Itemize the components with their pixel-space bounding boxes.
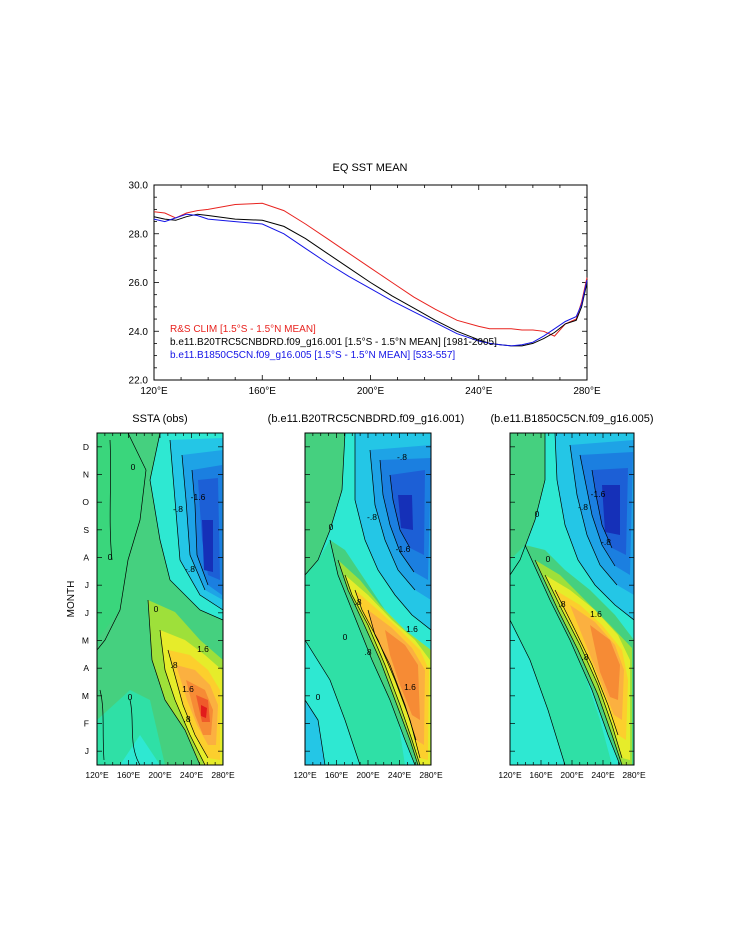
- contour-label: 0: [154, 604, 159, 614]
- month-tick-label: J: [85, 608, 89, 618]
- series-line-1: [153, 213, 588, 347]
- x-tick-label: 120°E: [140, 386, 168, 397]
- legend-entry-obs: R&S CLIM [1.5°S - 1.5°N MEAN]: [170, 324, 316, 335]
- month-tick-label: S: [83, 525, 89, 535]
- y-tick-label: 26.0: [129, 278, 149, 289]
- panel-b1850-contour-labels: 0 0 .8 .8 1.6 -.8 -.8 -1.6: [535, 489, 612, 662]
- month-axis-label: MONTH: [66, 581, 77, 618]
- contour-label: 0: [128, 692, 133, 702]
- x-tick-label: 200°E: [560, 770, 584, 780]
- contour-label: 0: [535, 509, 540, 519]
- y-tick-label: 24.0: [129, 327, 149, 338]
- legend: R&S CLIM [1.5°S - 1.5°N MEAN] b.e11.B20T…: [170, 324, 497, 361]
- contour-label: .8: [183, 714, 190, 724]
- series-line-0: [153, 202, 588, 337]
- month-tick-label: N: [83, 470, 89, 480]
- panel-b1850-title: (b.e11.B1850C5CN.f09_g16.005): [490, 413, 653, 425]
- contour-label: 0: [131, 462, 136, 472]
- x-tick-label: 240°E: [465, 386, 493, 397]
- contour-label: .8: [364, 647, 371, 657]
- panel-b20trc-ticks: 120°E 160°E 200°E 240°E 280°E: [293, 433, 443, 780]
- x-tick-label: 160°E: [249, 386, 277, 397]
- x-tick-label: 160°E: [529, 770, 553, 780]
- contour-label: -.8: [578, 502, 588, 512]
- contour-label: 0: [108, 552, 113, 562]
- panel-b1850-ticks: 120°E 160°E 200°E 240°E 280°E: [498, 433, 646, 780]
- x-tick-label: 280°E: [622, 770, 646, 780]
- legend-entry-b20trc: b.e11.B20TRC5CNBDRD.f09_g16.001 [1.5°S -…: [170, 337, 497, 348]
- month-tick-label: M: [82, 636, 89, 646]
- month-tick-label: J: [85, 580, 89, 590]
- contour-label: 0: [343, 632, 348, 642]
- contour-label: -.8: [397, 452, 407, 462]
- contour-label: -1.6: [191, 492, 206, 502]
- contour-label: 0: [546, 554, 551, 564]
- panel-b20trc-field: [305, 433, 431, 765]
- contour-label: 1.6: [197, 644, 209, 654]
- x-tick-label: 200°E: [148, 770, 172, 780]
- contour-label: 1.6: [182, 684, 194, 694]
- x-tick-label: 280°E: [573, 386, 601, 397]
- contour-label: -1.6: [396, 544, 411, 554]
- contour-label: -.8: [601, 537, 611, 547]
- contour-panel-b20trc: (b.e11.B20TRC5CNBDRD.f09_g16.001): [268, 413, 465, 780]
- series-line-2: [153, 213, 588, 347]
- x-tick-label: 200°E: [357, 386, 385, 397]
- x-tick-label: 160°E: [325, 770, 349, 780]
- line-chart-title: EQ SST MEAN: [333, 162, 408, 174]
- contour-label: 0: [316, 692, 321, 702]
- contour-label: 1.6: [590, 609, 602, 619]
- legend-entry-b1850: b.e11.B1850C5CN.f09_g16.005 [1.5°S - 1.5…: [170, 350, 455, 361]
- contour-label: -.8: [185, 564, 195, 574]
- month-tick-label: O: [82, 497, 89, 507]
- contour-label: .8: [170, 660, 177, 670]
- month-tick-label: A: [83, 663, 89, 673]
- panel-obs-field: [97, 433, 223, 765]
- line-chart-series: [153, 202, 588, 347]
- panel-obs-title: SSTA (obs): [132, 413, 187, 425]
- x-tick-label: 160°E: [117, 770, 141, 780]
- contour-label: -.8: [173, 504, 183, 514]
- contour-label: -1.6: [591, 489, 606, 499]
- panel-b20trc-title: (b.e11.B20TRC5CNBDRD.f09_g16.001): [268, 413, 465, 425]
- panel-obs-contour-labels: 0 0 0 0 .8 .8 1.6 1.6 -.8 -.8 -1.6: [108, 462, 210, 724]
- x-tick-label: 120°E: [293, 770, 317, 780]
- panel-b20trc-contour-labels: 0 0 0 .8 .8 1.6 1.6 -.8 -.8 -1.6: [316, 452, 419, 702]
- x-tick-label: 120°E: [85, 770, 109, 780]
- contour-label: 1.6: [404, 682, 416, 692]
- contour-panel-obs: SSTA (obs) MONTH: [66, 413, 235, 780]
- contour-label: -.8: [367, 512, 377, 522]
- y-tick-label: 22.0: [129, 376, 149, 387]
- month-tick-label: A: [83, 553, 89, 563]
- panel-b1850-field: [510, 433, 634, 765]
- x-tick-label: 200°E: [356, 770, 380, 780]
- line-chart-ticks: 120°E 160°E 200°E 240°E 280°E 22.0 24.0 26.0 28.…: [129, 181, 601, 398]
- month-tick-label: M: [82, 691, 89, 701]
- contour-label: 0: [329, 522, 334, 532]
- month-tick-label: D: [83, 442, 89, 452]
- contour-label: .8: [558, 599, 565, 609]
- x-tick-label: 280°E: [211, 770, 235, 780]
- x-tick-label: 240°E: [591, 770, 615, 780]
- line-chart: EQ SST MEAN 120°E 160°E 200°E 240°E 280°E 22.…: [129, 162, 601, 397]
- x-tick-label: 120°E: [498, 770, 522, 780]
- y-tick-label: 28.0: [129, 229, 149, 240]
- contour-label: .8: [581, 652, 588, 662]
- contour-label: 1.6: [406, 624, 418, 634]
- contour-label: .8: [354, 597, 361, 607]
- month-tick-label: J: [85, 746, 89, 756]
- panel-obs-ticks: 120°E 160°E 200°E 240°E 280°E J F M A M J J A S O N D: [82, 433, 235, 780]
- x-tick-label: 240°E: [180, 770, 204, 780]
- x-tick-label: 240°E: [388, 770, 412, 780]
- y-tick-label: 30.0: [129, 181, 149, 192]
- x-tick-label: 280°E: [419, 770, 443, 780]
- month-tick-label: F: [84, 719, 89, 729]
- contour-panel-b1850: (b.e11.B1850C5CN.f09_g16.005): [490, 413, 653, 780]
